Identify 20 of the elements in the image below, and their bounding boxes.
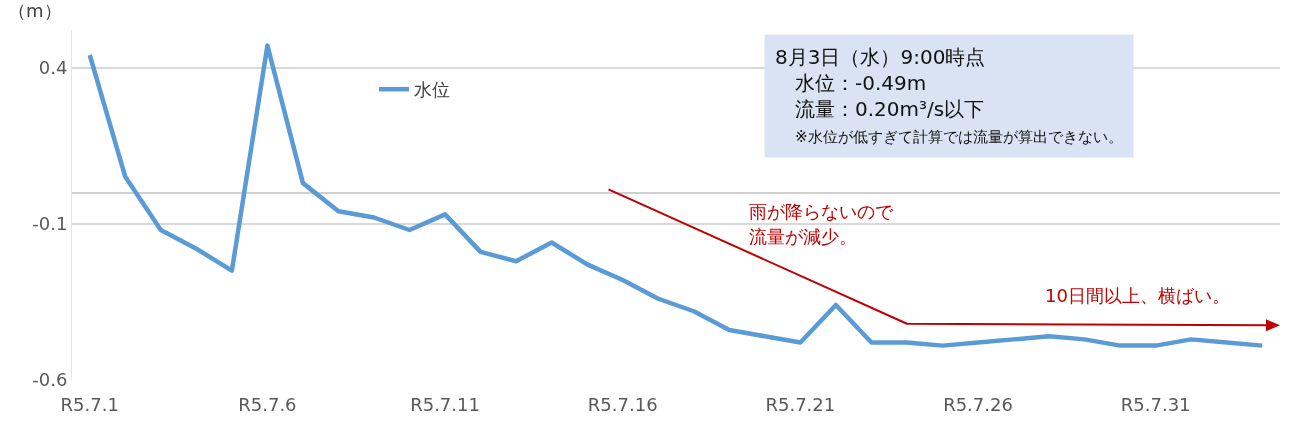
x-tick-label: R5.7.11: [410, 394, 480, 415]
annotation: 8月3日（水）9:00時点: [775, 45, 986, 69]
x-tick-label: R5.7.16: [587, 394, 658, 415]
annotation: 流量が減少。: [749, 226, 857, 247]
y-axis-title: （m）: [8, 0, 62, 21]
annotation: ※水位が低すぎて計算では流量が算出できない。: [795, 128, 1123, 146]
annotation: 10日間以上、横ばい。: [1045, 285, 1230, 306]
x-tick-label: R5.7.31: [1120, 394, 1191, 415]
y-tick-label: -0.6: [32, 369, 68, 391]
x-tick-label: R5.7.26: [943, 394, 1013, 415]
annotation: 流量：0.20m³/s以下: [775, 97, 985, 121]
x-tick-label: R5.7.6: [238, 394, 297, 415]
annotation: 雨が降らないので: [749, 201, 894, 222]
legend-label: 水位: [414, 79, 450, 101]
line-series: [87, 43, 1265, 348]
x-tick-label: R5.7.1: [60, 394, 119, 415]
x-tick-label: R5.7.21: [765, 394, 836, 415]
y-tick-label: -0.1: [32, 213, 68, 235]
y-tick-label: 0.4: [38, 56, 68, 78]
annotation: 水位：-0.49m: [775, 71, 927, 95]
